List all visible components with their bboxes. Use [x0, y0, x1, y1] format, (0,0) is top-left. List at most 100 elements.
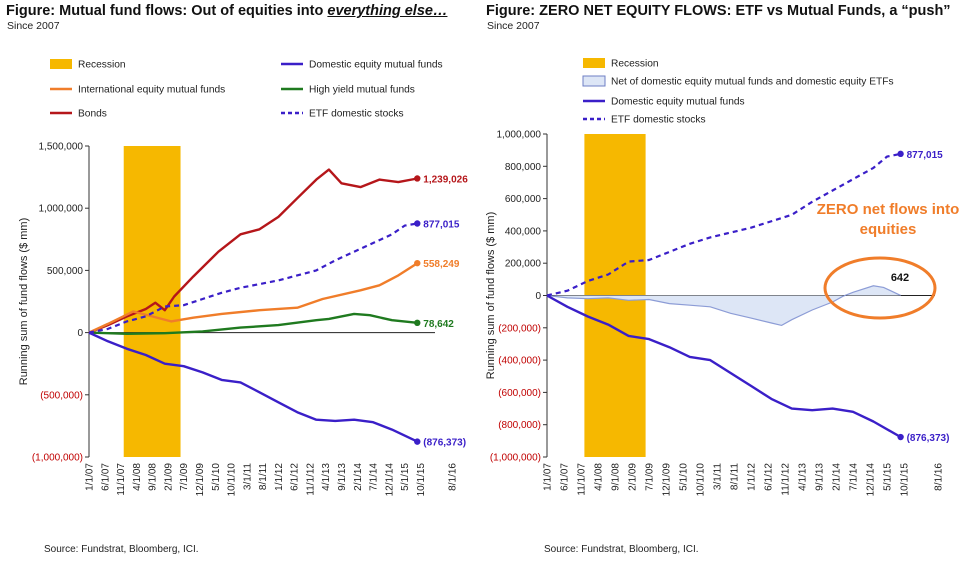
- left-x-tick-label: 2/1/09: [163, 463, 174, 491]
- left-x-tick-label: 10/1/10: [227, 463, 238, 497]
- right-y-tick-label: 400,000: [505, 226, 542, 237]
- left-x-tick-label: 1/1/12: [274, 463, 285, 491]
- right-x-tick-label: 11/1/12: [781, 463, 792, 496]
- left-x-tick-label: 7/1/14: [369, 463, 380, 491]
- left-legend-recession-swatch: [50, 59, 72, 69]
- left-source-note: Source: Fundstrat, Bloomberg, ICI.: [44, 544, 199, 555]
- right-series-net-of-domestic-equity-mutual-funds-and-domestic-equity-etfs-fill: [547, 285, 901, 326]
- right-x-tick-label: 2/1/09: [628, 463, 639, 491]
- right-annotation-line-2: equities: [860, 221, 917, 238]
- left-x-tick-label: 2/1/14: [353, 463, 364, 491]
- right-legend-etf-domestic-stocks-label: ETF domestic stocks: [611, 115, 706, 126]
- left-figure: Figure: Mutual fund flows: Out of equiti…: [0, 0, 478, 562]
- right-chart: 1,000,000 800,000 600,000 400,000 200,000 0 (2…: [485, 58, 959, 497]
- right-x-tick-label: 10/1/15: [900, 463, 911, 497]
- left-series-domestic-equity-mutual-funds: [88, 331, 418, 443]
- right-x-tick-label: 3/1/11: [713, 463, 724, 490]
- right-figure: Figure: ZERO NET EQUITY FLOWS: ETF vs Mu…: [480, 0, 959, 562]
- right-x-tick-label: 6/1/12: [764, 463, 775, 491]
- right-y-tick-label: 0: [535, 291, 541, 302]
- right-series-net-of-domestic-equity-mutual-funds-and-domestic-equity-etfs: [546, 285, 901, 327]
- right-x-tick-label: 7/1/09: [645, 463, 656, 491]
- left-x-tick-label: 8/1/16: [448, 463, 459, 491]
- left-series-domestic-equity-mutual-funds-end-label: (876,373): [423, 438, 466, 449]
- right-series-domestic-equity-mutual-funds: [546, 294, 902, 439]
- left-y-axis-label: Running sum of fund flows ($ mm): [18, 218, 30, 386]
- left-x-tick-label: 4/1/13: [321, 463, 332, 491]
- right-y-tick-label: (800,000): [498, 420, 541, 431]
- left-y-tick-label: (1,000,000): [32, 453, 83, 464]
- left-y-tick-label: 500,000: [47, 266, 84, 277]
- left-series-high-yield-mutual-funds: [88, 312, 418, 335]
- left-x-tick-label: 10/1/15: [416, 463, 427, 497]
- left-x-tick-label: 12/1/09: [195, 463, 206, 497]
- right-series-etf-domestic-stocks-end-label: 877,015: [907, 150, 944, 161]
- right-x-tick-label: 5/1/10: [679, 463, 690, 491]
- left-series-high-yield-mutual-funds-end-marker: [414, 319, 421, 327]
- right-annotation-line-1: ZERO net flows into: [817, 201, 959, 218]
- right-x-tick-label: 6/1/07: [560, 463, 571, 491]
- right-legend-recession-swatch: [583, 58, 605, 68]
- left-x-tick-label: 7/1/09: [179, 463, 190, 491]
- right-series-etf-domestic-stocks: [546, 152, 901, 297]
- right-x-tick-label: 9/1/08: [611, 463, 622, 491]
- left-series-high-yield-mutual-funds-end-label: 78,642: [423, 319, 454, 330]
- right-x-tick-label: 10/1/10: [696, 463, 707, 497]
- right-x-tick-label: 7/1/14: [849, 463, 860, 491]
- right-y-tick-label: 800,000: [505, 162, 542, 173]
- right-y-axis-label: Running sum of fund flows ($ mm): [485, 212, 497, 380]
- left-x-tick-label: 3/1/11: [242, 463, 253, 490]
- right-y-tick-label: (400,000): [498, 356, 541, 367]
- left-x-tick-label: 11/1/12: [305, 463, 316, 496]
- left-x-tick-label: 5/1/15: [400, 463, 411, 491]
- right-y-tick-label: 600,000: [505, 194, 542, 205]
- right-x-tick-label: 12/1/14: [866, 463, 877, 497]
- right-x-tick-label: 11/1/07: [577, 463, 588, 496]
- right-x-tick-label: 2/1/14: [832, 463, 843, 491]
- left-figure-title: Figure: Mutual fund flows: Out of equiti…: [6, 3, 447, 19]
- left-series-etf-domestic-stocks-end-label: 877,015: [423, 219, 460, 230]
- right-x-tick-label: 4/1/08: [594, 463, 605, 491]
- left-legend-domestic-equity-mutual-funds-label: Domestic equity mutual funds: [309, 60, 443, 71]
- left-x-tick-label: 6/1/07: [100, 463, 111, 491]
- left-x-tick-label: 9/1/13: [337, 463, 348, 491]
- right-legend-net-of-domestic-equity-mutual-funds-and-domestic-equity-etfs-label: Net of domestic equity mutual funds and …: [611, 77, 894, 88]
- left-y-tick-label: (500,000): [40, 390, 83, 401]
- right-x-tick-label: 1/1/12: [747, 463, 758, 491]
- left-series-bonds-end-label: 1,239,026: [423, 174, 468, 185]
- right-figure-title: Figure: ZERO NET EQUITY FLOWS: ETF vs Mu…: [486, 3, 951, 19]
- right-callout-value: 642: [891, 272, 909, 284]
- right-y-tick-label: (600,000): [498, 388, 541, 399]
- right-legend-net-of-domestic-equity-mutual-funds-and-domestic-equity-etfs-swatch: [582, 75, 606, 87]
- right-series-domestic-equity-mutual-funds-end-marker: [897, 433, 904, 441]
- right-x-tick-label: 4/1/13: [798, 463, 809, 491]
- right-legend-domestic-equity-mutual-funds-label: Domestic equity mutual funds: [611, 97, 745, 108]
- left-title-main: Figure: Mutual fund flows: Out of equiti…: [6, 3, 328, 19]
- left-series-domestic-equity-mutual-funds-end-marker: [414, 438, 421, 445]
- left-x-tick-label: 9/1/08: [148, 463, 159, 491]
- right-y-tick-label: 200,000: [505, 259, 542, 270]
- left-figure-subtitle: Since 2007: [7, 20, 60, 32]
- right-x-tick-label: 5/1/15: [883, 463, 894, 491]
- left-legend-high-yield-mutual-funds-label: High yield mutual funds: [309, 85, 415, 96]
- left-title-emphasis: everything else…: [327, 3, 448, 19]
- right-zero-flow-highlight-ellipse: [823, 256, 937, 320]
- left-x-tick-label: 12/1/14: [384, 463, 395, 497]
- left-series-etf-domestic-stocks: [88, 222, 418, 334]
- right-series-etf-domestic-stocks-end-marker: [897, 150, 904, 158]
- right-x-tick-label: 8/1/16: [934, 463, 945, 491]
- left-chart: 1,500,000 1,000,000 500,000 0 (500,000) (1,00…: [18, 59, 468, 497]
- right-x-tick-label: 8/1/11: [730, 463, 741, 490]
- right-x-tick-label: 1/1/07: [543, 463, 554, 491]
- left-series-bonds: [88, 168, 418, 334]
- left-y-tick-label: 1,500,000: [39, 142, 84, 153]
- left-series-bonds-end-marker: [414, 175, 421, 182]
- right-figure-subtitle: Since 2007: [487, 20, 540, 32]
- right-source-note: Source: Fundstrat, Bloomberg, ICI.: [544, 544, 699, 555]
- right-x-tick-label: 12/1/09: [662, 463, 673, 497]
- left-series-international-equity-mutual-funds-end-label: 558,249: [423, 259, 460, 270]
- left-x-tick-label: 11/1/07: [116, 463, 127, 496]
- left-x-tick-label: 1/1/07: [85, 463, 96, 491]
- left-y-tick-label: 0: [77, 328, 83, 339]
- left-legend-recession-label: Recession: [78, 60, 126, 71]
